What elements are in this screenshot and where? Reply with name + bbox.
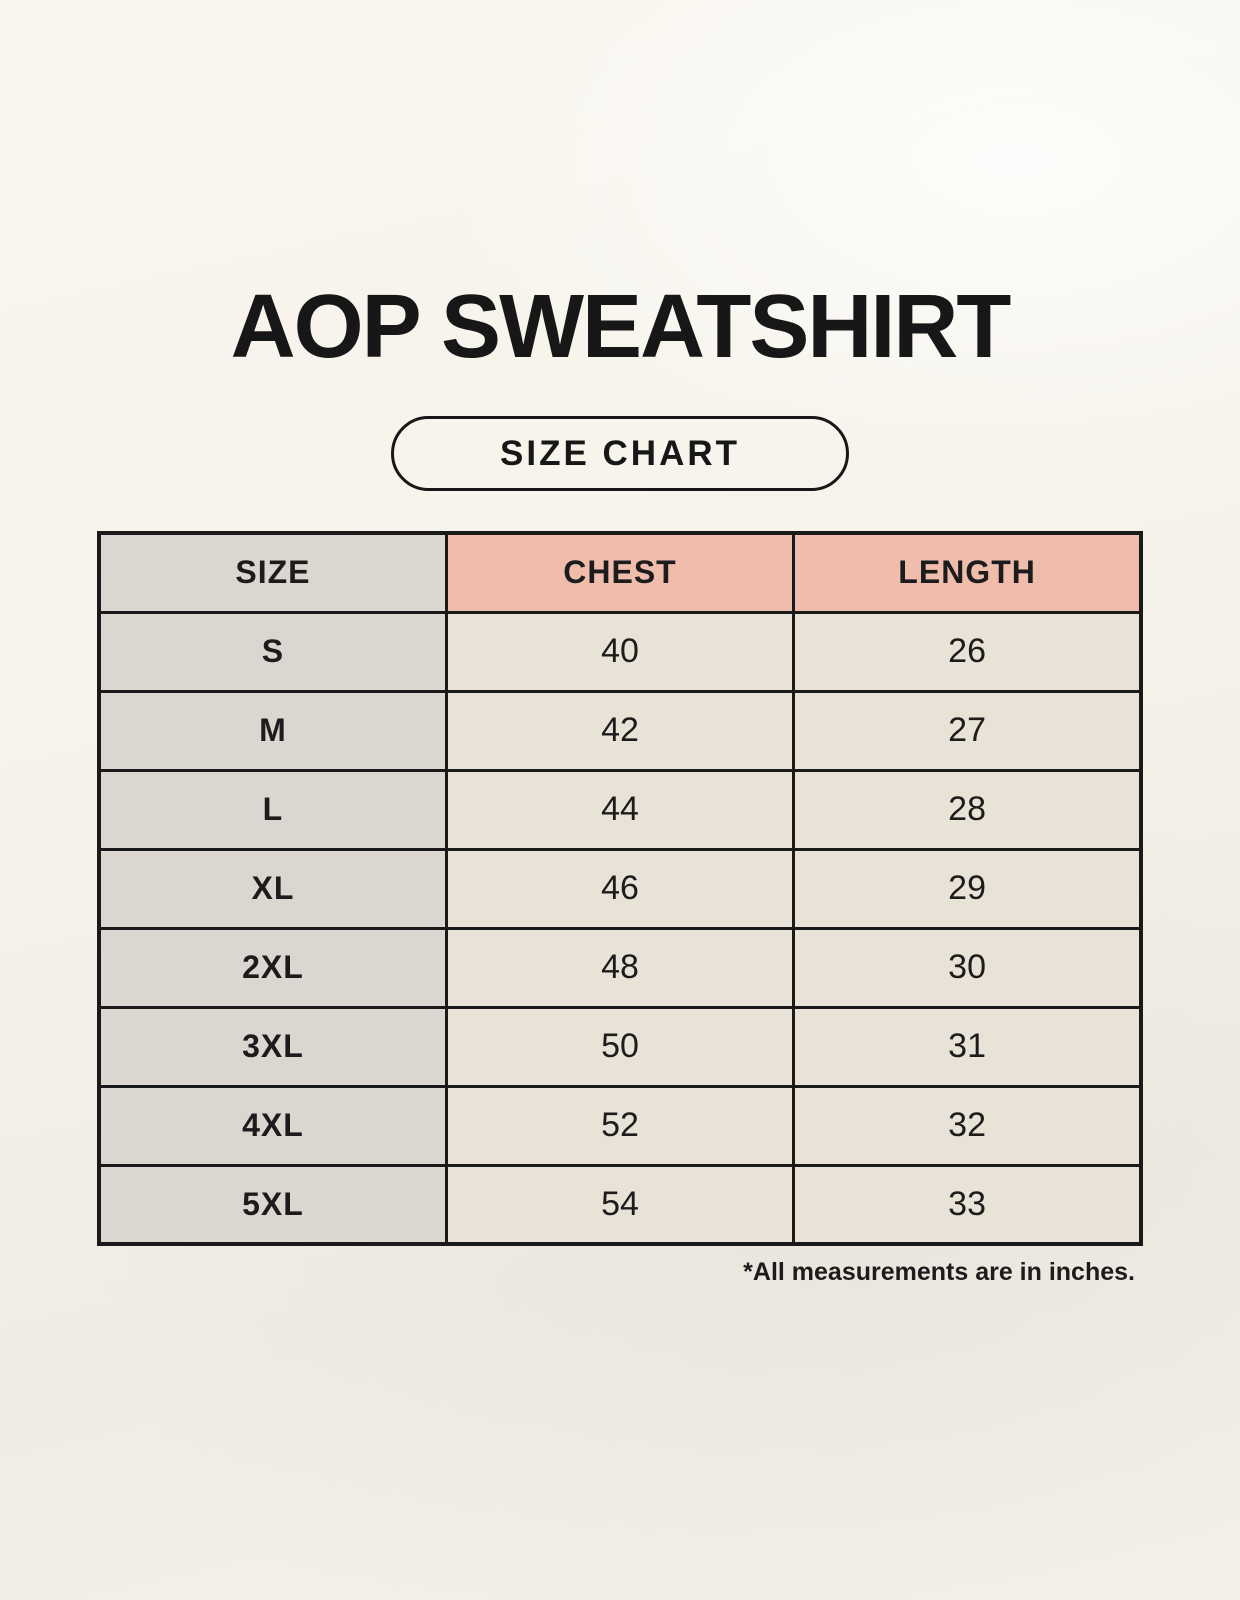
chest-value: 50 xyxy=(444,1005,796,1088)
size-chart-badge-label: SIZE CHART xyxy=(500,433,740,473)
table-row: M 42 27 xyxy=(97,689,1143,772)
header-cell-chest: CHEST xyxy=(444,531,796,614)
size-label: 5XL xyxy=(97,1163,448,1246)
chest-value: 48 xyxy=(444,926,796,1009)
table-row: 5XL 54 33 xyxy=(97,1163,1143,1246)
size-label: S xyxy=(97,610,448,693)
header-cell-size: SIZE xyxy=(97,531,448,614)
chest-value: 44 xyxy=(444,768,796,851)
chest-value: 52 xyxy=(444,1084,796,1167)
size-label: XL xyxy=(97,847,448,930)
table-header-row: SIZE CHEST LENGTH xyxy=(97,531,1143,614)
length-value: 26 xyxy=(792,610,1143,693)
chest-value: 40 xyxy=(444,610,796,693)
measurements-footnote: *All measurements are in inches. xyxy=(743,1258,1135,1286)
size-label: 4XL xyxy=(97,1084,448,1167)
table-row: L 44 28 xyxy=(97,768,1143,851)
size-label: M xyxy=(97,689,448,772)
size-label: 3XL xyxy=(97,1005,448,1088)
size-table: SIZE CHEST LENGTH S 40 26 M 42 27 L 44 2… xyxy=(97,531,1143,1246)
chest-value: 42 xyxy=(444,689,796,772)
length-value: 28 xyxy=(792,768,1143,851)
table-row: 2XL 48 30 xyxy=(97,926,1143,1009)
length-value: 32 xyxy=(792,1084,1143,1167)
header-cell-length: LENGTH xyxy=(792,531,1143,614)
table-row: 4XL 52 32 xyxy=(97,1084,1143,1167)
length-value: 29 xyxy=(792,847,1143,930)
length-value: 33 xyxy=(792,1163,1143,1246)
size-chart-badge: SIZE CHART xyxy=(391,416,849,491)
table-row: XL 46 29 xyxy=(97,847,1143,930)
table-row: S 40 26 xyxy=(97,610,1143,693)
chest-value: 46 xyxy=(444,847,796,930)
table-row: 3XL 50 31 xyxy=(97,1005,1143,1088)
length-value: 27 xyxy=(792,689,1143,772)
size-label: 2XL xyxy=(97,926,448,1009)
chest-value: 54 xyxy=(444,1163,796,1246)
length-value: 31 xyxy=(792,1005,1143,1088)
product-title: AOP SWEATSHIRT xyxy=(230,277,1012,377)
size-label: L xyxy=(97,768,448,851)
length-value: 30 xyxy=(792,926,1143,1009)
